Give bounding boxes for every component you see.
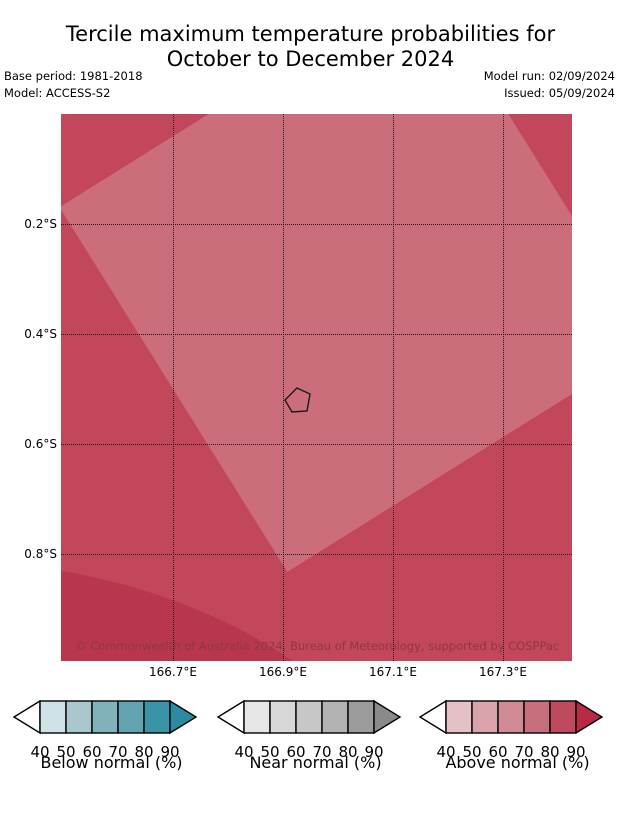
colorbar-below-normal-swatches: [12, 699, 198, 735]
colorbar-tick: 80: [338, 743, 358, 761]
colorbar-tick: 60: [488, 743, 508, 761]
metadata-left: Base period: 1981-2018 Model: ACCESS-S2: [4, 68, 143, 102]
colorbar-near-normal-label: Near normal (%): [249, 753, 382, 772]
colorbar-above-normal-swatches: [418, 699, 604, 735]
x-tick-label: 167.3°E: [479, 665, 527, 679]
colorbar-tick: 50: [260, 743, 280, 761]
map-attribution: © Commonwealth of Australia 2024, Bureau…: [75, 639, 560, 653]
x-axis-ticks: 166.7°E 166.9°E 167.1°E 167.3°E: [61, 665, 572, 687]
y-tick-label: 0.4°S: [24, 327, 57, 341]
colorbar-below-normal-ticks: 40 50 60 70 80 90: [8, 743, 215, 765]
page-title: Tercile maximum temperature probabilitie…: [0, 22, 621, 72]
colorbar-near-normal-ticks: 40 50 60 70 80 90: [212, 743, 419, 765]
colorbar-tick: 40: [436, 743, 456, 761]
colorbar-tick: 50: [56, 743, 76, 761]
issued-text: Issued: 05/09/2024: [504, 86, 615, 100]
colorbar-above-normal: 40 50 60 70 80 90 Above normal (%): [414, 697, 621, 772]
colorbar-tick: 40: [30, 743, 50, 761]
colorbar-tick: 90: [566, 743, 586, 761]
metadata-right: Model run: 02/09/2024 Issued: 05/09/2024: [484, 68, 615, 102]
gridline-vertical: [503, 114, 504, 661]
y-tick-label: 0.2°S: [24, 217, 57, 231]
gridline-vertical: [283, 114, 284, 661]
colorbar-above-normal-label: Above normal (%): [445, 753, 590, 772]
y-tick-label: 0.8°S: [24, 547, 57, 561]
gridline-horizontal: [61, 224, 572, 225]
colorbar-tick: 70: [312, 743, 332, 761]
colorbar-below-normal: 40 50 60 70 80 90 Below normal (%): [8, 697, 215, 772]
colorbar-below-normal-label: Below normal (%): [40, 753, 183, 772]
model-run-text: Model run: 02/09/2024: [483, 69, 615, 83]
colorbar-near-normal-swatches: [216, 699, 402, 735]
colorbar-above-normal-ticks: 40 50 60 70 80 90: [414, 743, 621, 765]
x-tick-label: 166.7°E: [149, 665, 197, 679]
gridline-horizontal: [61, 444, 572, 445]
colorbar-tick: 90: [160, 743, 180, 761]
map-plot-area: © Commonwealth of Australia 2024, Bureau…: [61, 114, 572, 661]
island-coastline-outline: [284, 387, 311, 413]
colorbar-tick: 70: [514, 743, 534, 761]
model-text: Model: ACCESS-S2: [4, 86, 111, 100]
y-tick-label: 0.6°S: [24, 437, 57, 451]
colorbar-tick: 60: [82, 743, 102, 761]
base-period-text: Base period: 1981-2018: [4, 69, 143, 83]
colorbar-tick: 50: [462, 743, 482, 761]
gridline-horizontal: [61, 554, 572, 555]
y-axis-ticks: 0.2°S 0.4°S 0.6°S 0.8°S: [0, 114, 57, 661]
colorbar-tick: 80: [540, 743, 560, 761]
gridline-vertical: [393, 114, 394, 661]
legend-colorbars: 40 50 60 70 80 90 Below normal (%) 40 50…: [0, 697, 621, 827]
colorbar-tick: 80: [134, 743, 154, 761]
colorbar-tick: 40: [234, 743, 254, 761]
x-tick-label: 166.9°E: [259, 665, 307, 679]
title-line-2: October to December 2024: [166, 47, 455, 71]
colorbar-tick: 70: [108, 743, 128, 761]
title-line-1: Tercile maximum temperature probabilitie…: [65, 22, 556, 46]
gridline-vertical: [173, 114, 174, 661]
colorbar-tick: 90: [364, 743, 384, 761]
x-tick-label: 167.1°E: [369, 665, 417, 679]
colorbar-near-normal: 40 50 60 70 80 90 Near normal (%): [212, 697, 419, 772]
gridline-horizontal: [61, 334, 572, 335]
colorbar-tick: 60: [286, 743, 306, 761]
